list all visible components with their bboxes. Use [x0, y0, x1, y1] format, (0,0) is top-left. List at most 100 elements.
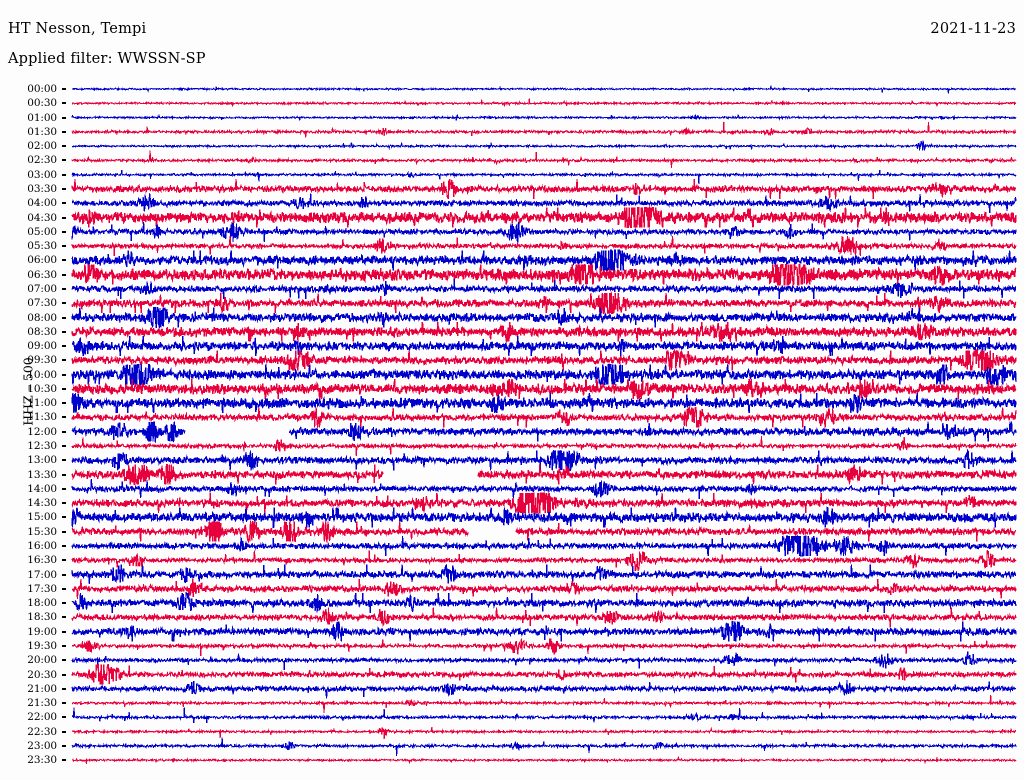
time-tick-label: 04:00: [27, 197, 57, 210]
seismic-trace: [71, 492, 1017, 514]
seismic-trace: [71, 204, 1017, 229]
seismic-trace: [71, 306, 1017, 330]
axis-tick-mark: [62, 287, 66, 290]
seismic-trace: [71, 737, 1017, 756]
time-tick-label: 09:30: [27, 354, 57, 367]
axis-tick-mark: [62, 716, 66, 719]
time-tick-label: 07:00: [27, 282, 57, 295]
seismic-trace: [71, 85, 1017, 94]
axis-tick-mark: [62, 230, 66, 233]
time-tick-label: 18:00: [27, 597, 57, 610]
seismic-trace: [71, 695, 1017, 714]
seismic-trace: [71, 263, 1017, 287]
axis-tick-mark: [62, 559, 66, 562]
axis-tick-mark: [62, 573, 66, 576]
axis-tick-mark: [62, 673, 66, 676]
time-tick-label: 10:30: [27, 382, 57, 395]
axis-tick-mark: [62, 730, 66, 733]
seismic-trace: [71, 479, 1017, 499]
axis-tick-mark: [62, 644, 66, 647]
axis-tick-mark: [62, 487, 66, 490]
date-label: 2021-11-23: [930, 21, 1016, 37]
time-tick-label: 02:00: [27, 140, 57, 153]
time-tick-label: 01:00: [27, 111, 57, 124]
seismic-trace: [71, 336, 1017, 357]
axis-tick-mark: [62, 616, 66, 619]
time-tick-label: 20:00: [27, 654, 57, 667]
time-tick-label: 14:00: [27, 482, 57, 495]
seismic-trace: [71, 406, 1017, 428]
axis-tick-mark: [62, 188, 66, 190]
seismic-trace: [71, 756, 1017, 765]
seismic-trace: [71, 121, 1017, 138]
time-tick-label: 08:30: [27, 325, 57, 338]
axis-tick-mark: [62, 102, 66, 105]
seismic-trace: [71, 378, 1017, 401]
seismic-trace: [71, 393, 1017, 415]
seismic-trace: [71, 550, 1017, 572]
time-tick-label: 17:30: [27, 582, 57, 595]
axis-tick-mark: [62, 602, 66, 605]
axis-tick-mark: [62, 445, 66, 447]
time-tick-label: 11:00: [27, 397, 57, 410]
axis-tick-mark: [62, 216, 66, 219]
axis-tick-mark: [62, 687, 66, 690]
axis-tick-mark: [62, 744, 66, 747]
time-tick-label: 08:00: [27, 311, 57, 324]
seismic-trace: [71, 249, 1017, 273]
axis-tick-mark: [62, 459, 66, 462]
time-tick-label: 00:00: [27, 83, 57, 95]
seismic-trace: [71, 278, 1017, 299]
axis-tick-mark: [62, 173, 66, 176]
seismic-trace: [71, 421, 1017, 444]
time-tick-label: 20:30: [27, 668, 57, 681]
seismic-trace: [71, 564, 1017, 585]
seismic-trace: [71, 651, 1017, 671]
time-tick-label: 18:30: [27, 611, 57, 624]
seismic-trace: [71, 113, 1017, 121]
time-tick-label: 01:30: [27, 125, 57, 138]
axis-tick-mark: [62, 330, 66, 333]
seismic-trace: [71, 680, 1017, 699]
helicorder-plot: [0, 80, 1024, 780]
time-tick-label: 09:00: [27, 340, 57, 352]
axis-tick-mark: [62, 259, 66, 262]
axis-tick-mark: [62, 659, 66, 662]
seismic-trace: [71, 193, 1017, 214]
time-tick-label: 13:30: [27, 468, 57, 481]
time-tick-label: 12:30: [27, 440, 57, 452]
axis-tick-mark: [62, 359, 66, 362]
time-tick-label: 21:30: [27, 697, 57, 709]
time-tick-label: 04:30: [27, 211, 57, 224]
time-tick-label: 16:30: [27, 554, 57, 567]
seismic-trace: [71, 436, 1017, 456]
time-tick-label: 19:30: [27, 639, 57, 652]
seismic-trace: [71, 449, 1017, 471]
seismic-trace: [71, 150, 1017, 168]
seismic-trace: [71, 707, 1017, 724]
axis-tick-mark: [62, 302, 66, 305]
time-tick-label: 12:00: [27, 425, 57, 438]
seismic-trace: [71, 726, 1017, 739]
axis-tick-mark: [62, 402, 66, 405]
time-tick-label: 11:30: [27, 411, 57, 424]
time-tick-label: 02:30: [27, 154, 57, 167]
time-tick-label: 00:30: [27, 97, 57, 110]
axis-tick-mark: [62, 759, 66, 762]
axis-tick-mark: [62, 273, 66, 276]
applied-filter-label: Applied filter: WWSSN-SP: [8, 51, 206, 67]
time-tick-label: 17:00: [27, 568, 57, 581]
seismic-trace: [71, 98, 1017, 107]
axis-tick-mark: [62, 130, 66, 133]
axis-tick-mark: [62, 416, 66, 419]
seismic-trace: [71, 535, 1017, 557]
seismic-trace: [71, 170, 1017, 185]
axis-tick-mark: [62, 502, 66, 505]
time-tick-label: 15:00: [27, 511, 57, 524]
time-tick-label: 23:30: [27, 754, 57, 767]
time-tick-label: 22:30: [27, 725, 57, 738]
axis-tick-mark: [62, 316, 66, 319]
axis-tick-mark: [62, 245, 66, 248]
axis-tick-mark: [62, 88, 66, 90]
